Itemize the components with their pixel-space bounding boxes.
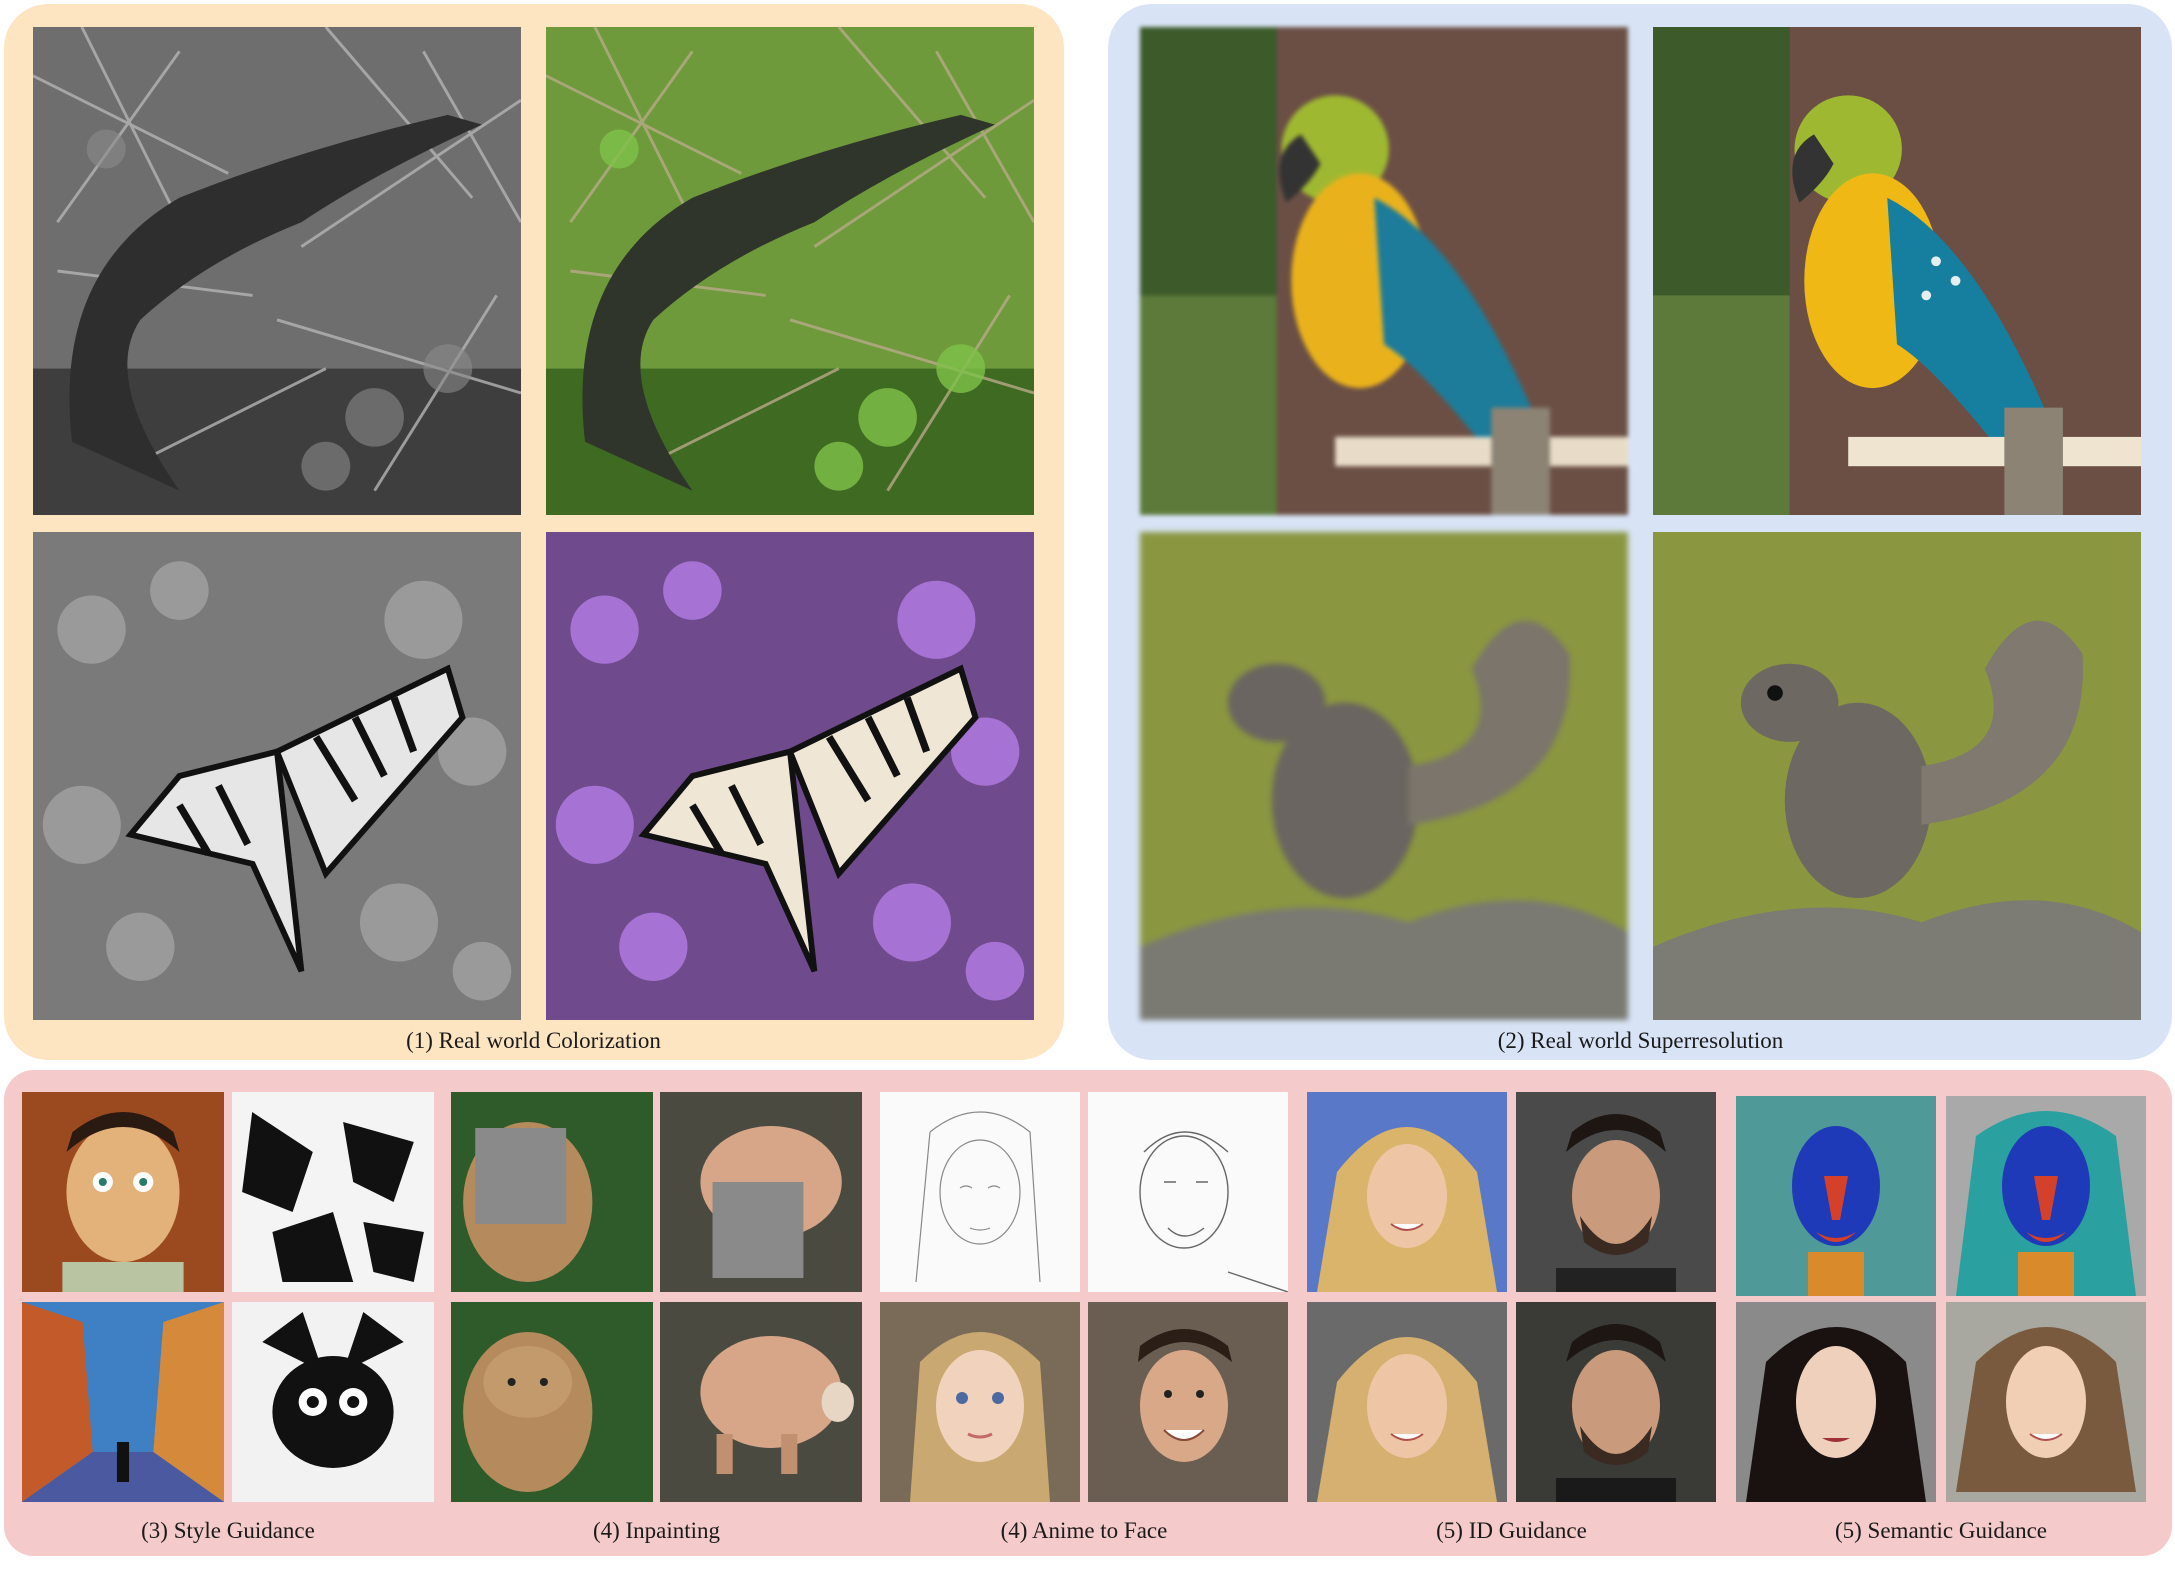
alligator-colorized-image (546, 27, 1034, 515)
semantic-map-1-image (1736, 1096, 1936, 1296)
id-reference-man-image (1516, 1092, 1716, 1292)
style-picasso-portrait-image (22, 1092, 224, 1292)
alligator-grayscale-image (33, 27, 521, 515)
style-ink-sketch-image (232, 1092, 434, 1292)
butterfly-colorized-image (546, 532, 1034, 1020)
inpainting-piggybank-result-image (660, 1302, 862, 1502)
id-result-woman-image (1307, 1302, 1507, 1502)
id-reference-woman-image (1307, 1092, 1507, 1292)
id-guidance-caption: (5) ID Guidance (1436, 1518, 1587, 1543)
id-result-man-image (1516, 1302, 1716, 1502)
colorization-caption: (1) Real world Colorization (406, 1028, 661, 1053)
semantic-result-1-image (1736, 1302, 1936, 1502)
anime-man-sketch-image (1088, 1092, 1288, 1292)
anime-girl-face-result-image (880, 1302, 1080, 1502)
inpainting-piggybank-masked-image (660, 1092, 862, 1292)
semantic-guidance-caption: (5) Semantic Guidance (1834, 1518, 2048, 1543)
squirrel-lowres-image (1140, 532, 1628, 1020)
parrot-lowres-image (1140, 27, 1628, 515)
butterfly-grayscale-image (33, 532, 521, 1020)
parrot-superresolved-image (1653, 27, 2141, 515)
semantic-map-2-image (1946, 1096, 2146, 1296)
superresolution-caption: (2) Real world Superresolution (1497, 1028, 1784, 1053)
inpainting-cougar-masked-image (451, 1092, 653, 1292)
anime-to-face-caption: (4) Anime to Face (1000, 1518, 1168, 1543)
inpainting-caption: (4) Inpainting (592, 1518, 721, 1543)
inpainting-cougar-result-image (451, 1302, 653, 1502)
anime-girl-sketch-image (880, 1092, 1080, 1292)
anime-man-face-result-image (1088, 1302, 1288, 1502)
style-ink-cat-image (232, 1302, 434, 1502)
squirrel-superresolved-image (1653, 532, 2141, 1020)
style-street-painting-image (22, 1302, 224, 1502)
semantic-result-2-image (1946, 1302, 2146, 1502)
style-guidance-caption: (3) Style Guidance (141, 1518, 315, 1543)
